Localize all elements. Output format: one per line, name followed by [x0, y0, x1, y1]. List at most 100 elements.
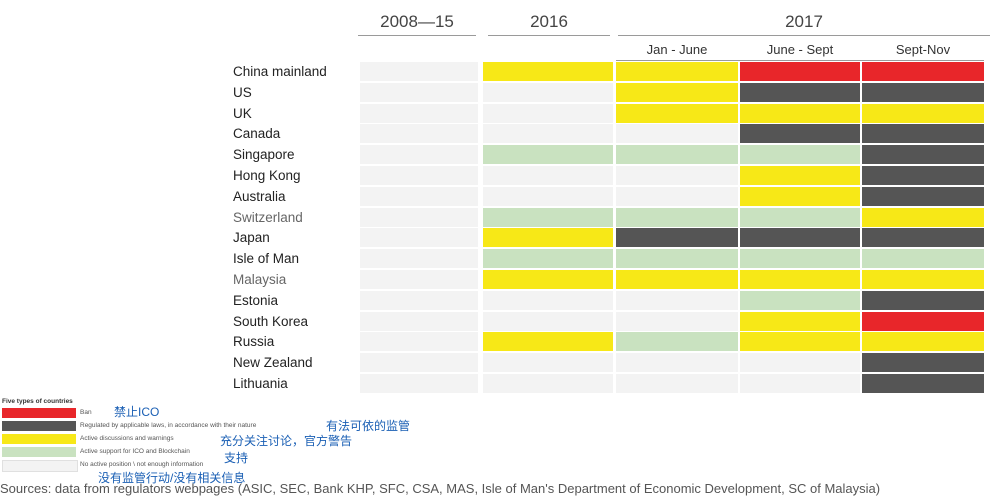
cell-russia-1: [483, 332, 613, 352]
annotation-ban: 禁止ICO: [114, 405, 160, 419]
cell-russia-3: [740, 332, 860, 352]
cell-estonia-0: [360, 290, 478, 310]
annotation-none: 没有监管行动/没有相关信息: [98, 471, 246, 485]
cell-malaysia-4: [862, 270, 984, 289]
cell-australia-4: [862, 186, 984, 206]
cell-canada-4: [862, 124, 984, 144]
legend-label-none: No active position \ not enough informat…: [80, 461, 204, 468]
annotation-regulated: 有法可依的监管: [326, 419, 411, 433]
cell-singapore-3: [740, 145, 860, 165]
cell-china-mainland-1: [483, 62, 613, 81]
cell-russia-4: [862, 332, 984, 352]
legend-label-support: Active support for ICO and Blockchain: [80, 448, 190, 455]
cell-japan-1: [483, 228, 613, 248]
cell-lithuania-1: [483, 374, 613, 393]
cell-new-zealand-3: [740, 353, 860, 373]
cell-japan-3: [740, 228, 860, 248]
cell-canada-3: [740, 124, 860, 144]
cell-lithuania-4: [862, 374, 984, 393]
cell-canada-0: [360, 124, 478, 144]
cell-canada-1: [483, 124, 613, 144]
cell-south-korea-0: [360, 311, 478, 331]
header-period-june-sept: June - Sept: [766, 42, 834, 57]
legend-swatch-regulated: [2, 421, 76, 431]
country-label-uk: UK: [233, 105, 252, 121]
cell-malaysia-0: [360, 270, 478, 289]
cell-us-1: [483, 82, 613, 102]
cell-uk-2: [616, 103, 738, 123]
cell-china-mainland-4: [862, 62, 984, 81]
country-label-hong-kong: Hong Kong: [233, 168, 301, 183]
legend-title: Five types of countries: [2, 398, 73, 405]
legend-label-regulated: Regulated by applicable laws, in accorda…: [80, 422, 257, 429]
cell-us-2: [616, 82, 738, 102]
country-label-isle-of-man: Isle of Man: [233, 251, 300, 267]
cell-malaysia-2: [616, 270, 738, 289]
cell-japan-4: [862, 228, 984, 248]
header-underline-2008-15: [358, 35, 476, 36]
cell-hong-kong-0: [360, 166, 478, 185]
header-period-sept-nov: Sept-Nov: [895, 42, 951, 57]
cell-malaysia-1: [483, 270, 613, 289]
cell-estonia-1: [483, 290, 613, 310]
cell-switzerland-2: [616, 207, 738, 227]
legend-swatch-ban: [2, 408, 76, 418]
country-label-new-zealand: New Zealand: [233, 355, 313, 371]
cell-us-3: [740, 82, 860, 102]
cell-isle-of-man-1: [483, 249, 613, 269]
cell-canada-2: [616, 124, 738, 144]
cell-japan-2: [616, 228, 738, 248]
cell-lithuania-0: [360, 374, 478, 393]
country-label-russia: Russia: [233, 334, 275, 350]
cell-australia-2: [616, 186, 738, 206]
cell-china-mainland-3: [740, 62, 860, 81]
cell-russia-0: [360, 332, 478, 352]
cell-new-zealand-1: [483, 353, 613, 373]
legend-swatch-none: [2, 460, 78, 472]
cell-switzerland-0: [360, 207, 478, 227]
country-label-singapore: Singapore: [233, 147, 295, 163]
cell-us-4: [862, 82, 984, 102]
cell-lithuania-2: [616, 374, 738, 393]
header-underline-2016: [488, 35, 610, 36]
legend-label-active: Active discussions and warnings: [80, 435, 174, 442]
legend-label-ban: Ban: [80, 409, 92, 416]
cell-isle-of-man-2: [616, 249, 738, 269]
cell-australia-0: [360, 186, 478, 206]
annotation-support: 支持: [224, 451, 249, 465]
header-underline-2017: [618, 35, 990, 36]
cell-south-korea-2: [616, 311, 738, 331]
cell-uk-4: [862, 103, 984, 123]
cell-new-zealand-0: [360, 353, 478, 373]
cell-switzerland-3: [740, 207, 860, 227]
cell-singapore-0: [360, 145, 478, 165]
country-label-south-korea: South Korea: [233, 313, 309, 329]
country-label-switzerland: Switzerland: [233, 209, 303, 225]
header-group-2008-15: 2008—15: [380, 12, 454, 31]
cell-new-zealand-2: [616, 353, 738, 373]
cell-japan-0: [360, 228, 478, 248]
cell-estonia-4: [862, 290, 984, 310]
cell-switzerland-4: [862, 207, 984, 227]
legend-swatch-support: [2, 447, 76, 457]
cell-uk-0: [360, 103, 478, 123]
header-group-2016: 2016: [530, 12, 568, 31]
cell-australia-3: [740, 186, 860, 206]
cell-hong-kong-4: [862, 166, 984, 185]
annotation-active: 充分关注讨论，官方警告: [220, 434, 353, 448]
country-label-canada: Canada: [233, 126, 281, 142]
cell-isle-of-man-0: [360, 249, 478, 269]
cell-isle-of-man-4: [862, 249, 984, 269]
cell-switzerland-1: [483, 207, 613, 227]
cell-new-zealand-4: [862, 353, 984, 373]
header-group-2017: 2017: [785, 12, 823, 31]
cell-south-korea-1: [483, 311, 613, 331]
country-label-malaysia: Malaysia: [233, 272, 287, 287]
cell-estonia-3: [740, 290, 860, 310]
cell-malaysia-3: [740, 270, 860, 289]
cell-singapore-4: [862, 145, 984, 165]
cell-south-korea-3: [740, 311, 860, 331]
cell-estonia-2: [616, 290, 738, 310]
country-label-australia: Australia: [233, 188, 286, 204]
cell-singapore-2: [616, 145, 738, 165]
